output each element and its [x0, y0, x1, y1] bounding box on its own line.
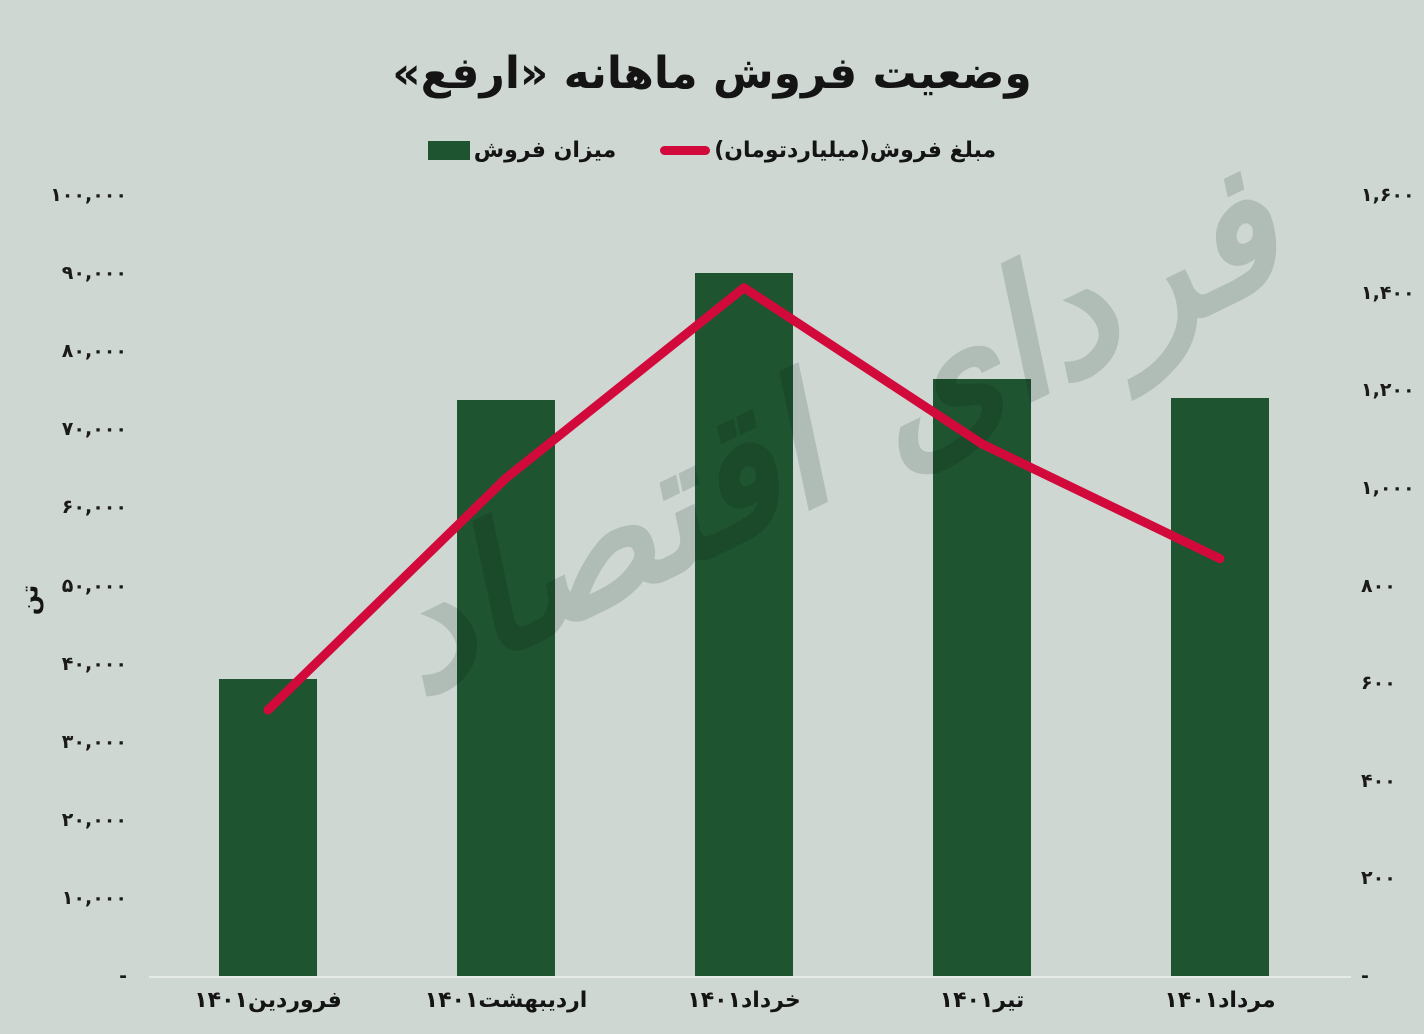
bar-5 — [1171, 398, 1269, 976]
x-axis-label-4: تیر۱۴۰۱ — [939, 988, 1025, 1013]
left-axis-tick: ۳۰,۰۰۰ — [61, 730, 127, 753]
right-axis-tick: ۱,۲۰۰ — [1361, 379, 1415, 402]
left-axis-tick: ۶۰,۰۰۰ — [61, 496, 127, 519]
right-axis-tick: ۶۰۰ — [1361, 672, 1396, 695]
x-axis-labels: فروردین۱۴۰۱ اردیبهشت۱۴۰۱ خرداد۱۴۰۱ تیر۱۴۰۱ م… — [149, 988, 1339, 1028]
bar-series-swatch-icon — [427, 141, 470, 160]
bar-2 — [457, 399, 555, 976]
left-axis-tick: ۸۰,۰۰۰ — [61, 340, 127, 363]
right-axis-tick: ۴۰۰ — [1361, 769, 1396, 792]
chart-title: وضعیت فروش ماهانه «ارفع» — [392, 48, 1032, 99]
bar-3 — [695, 273, 793, 976]
bar-series — [149, 195, 1339, 976]
bar-series-label: میزان فروش — [473, 138, 617, 163]
right-axis-tick: ۱,۰۰۰ — [1361, 476, 1415, 499]
left-axis-tick: ۱۰۰,۰۰۰ — [50, 184, 127, 206]
x-axis-label-5: مرداد۱۴۰۱ — [1164, 988, 1276, 1013]
legend-item-line-series: مبلغ فروش(میلیاردتومان) — [660, 138, 996, 163]
legend: میزان فروش مبلغ فروش(میلیاردتومان) — [0, 138, 1424, 163]
right-axis-tick: ۱,۶۰۰ — [1361, 184, 1415, 206]
bar-1 — [219, 679, 317, 976]
right-axis-tick: ۸۰۰ — [1361, 574, 1396, 597]
left-axis-tick: - — [119, 965, 127, 987]
right-axis-tick: - — [1361, 965, 1369, 987]
x-axis-line — [149, 976, 1351, 978]
x-axis-label-3: خرداد۱۴۰۱ — [687, 988, 801, 1013]
left-axis-title: تن — [15, 584, 44, 616]
left-axis-tick: ۷۰,۰۰۰ — [61, 418, 127, 441]
x-axis-label-1: فروردین۱۴۰۱ — [194, 988, 342, 1013]
line-series — [263, 283, 1225, 715]
left-axis-tick: ۵۰,۰۰۰ — [61, 574, 127, 597]
plot-area — [149, 195, 1351, 978]
left-axis-tick: ۲۰,۰۰۰ — [61, 808, 127, 831]
left-axis-tick: ۹۰,۰۰۰ — [61, 262, 127, 285]
right-axis-tick: ۱,۴۰۰ — [1361, 281, 1415, 304]
left-axis-tick: ۴۰,۰۰۰ — [61, 652, 127, 675]
left-axis-tick: ۱۰,۰۰۰ — [61, 886, 127, 909]
legend-item-bar-series: میزان فروش — [427, 138, 617, 163]
line-series-swatch-icon — [660, 146, 711, 155]
right-axis-tick: ۲۰۰ — [1361, 867, 1396, 890]
x-axis-label-2: اردیبهشت۱۴۰۱ — [424, 988, 588, 1013]
bar-4 — [933, 379, 1031, 976]
line-series-path — [263, 283, 1225, 715]
line-series-label: مبلغ فروش(میلیاردتومان) — [714, 138, 997, 163]
